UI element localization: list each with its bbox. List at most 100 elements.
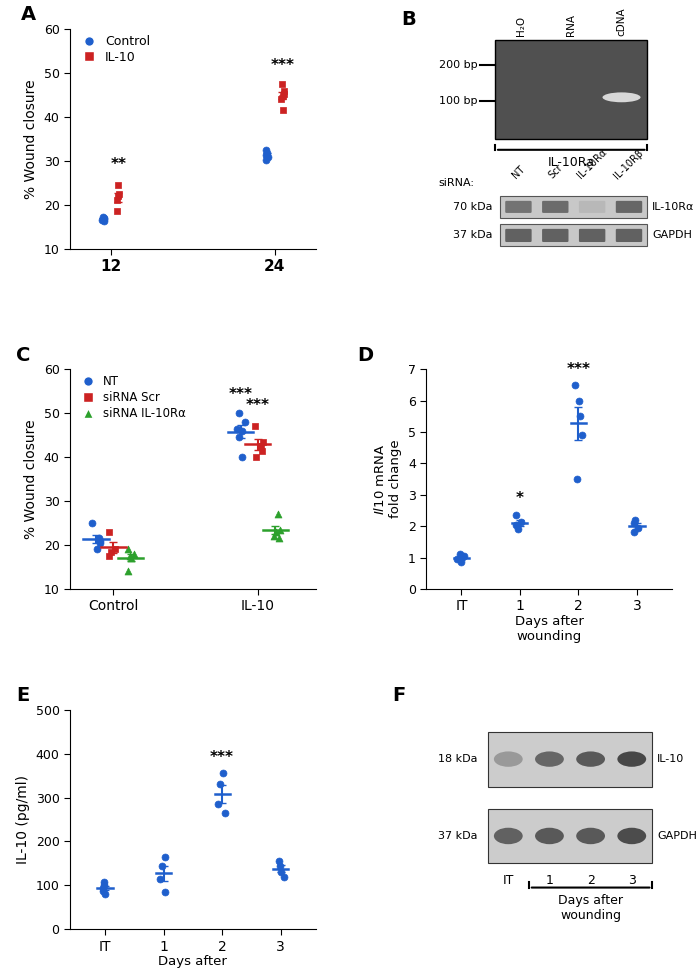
Ellipse shape — [494, 751, 523, 767]
Point — [157, 858, 168, 873]
Point — [510, 517, 522, 532]
Text: RNA: RNA — [566, 14, 576, 36]
Point — [272, 506, 283, 522]
Point — [94, 533, 106, 549]
Point — [113, 188, 124, 203]
Legend: Control, IL-10: Control, IL-10 — [76, 35, 150, 64]
Point — [129, 546, 140, 561]
X-axis label: Days after
wounding: Days after wounding — [158, 955, 228, 968]
Point — [98, 211, 109, 227]
Point — [629, 512, 641, 528]
Point — [99, 210, 110, 226]
Text: H₂O: H₂O — [516, 15, 526, 36]
FancyBboxPatch shape — [616, 228, 642, 242]
Point — [125, 548, 136, 563]
Ellipse shape — [617, 828, 646, 844]
Text: ***: *** — [210, 749, 234, 765]
Point — [113, 177, 124, 193]
Text: IL-10Rα: IL-10Rα — [652, 202, 694, 212]
Point — [237, 423, 248, 439]
Text: ***: *** — [229, 387, 253, 403]
Point — [455, 555, 466, 570]
Point — [218, 766, 229, 781]
FancyBboxPatch shape — [500, 196, 648, 218]
Point — [219, 805, 230, 821]
Point — [212, 797, 223, 812]
Point — [122, 542, 133, 558]
Text: IL-10Rβ: IL-10Rβ — [612, 147, 645, 181]
Legend: NT, siRNA Scr, siRNA IL-10Rα: NT, siRNA Scr, siRNA IL-10Rα — [76, 376, 186, 420]
Text: *: * — [516, 491, 524, 506]
Point — [249, 419, 260, 435]
Text: 37 kDa: 37 kDa — [453, 230, 493, 240]
Point — [97, 880, 108, 895]
Point — [278, 103, 289, 118]
Point — [274, 522, 285, 537]
Text: 2: 2 — [587, 874, 594, 888]
Point — [255, 439, 266, 454]
Point — [632, 520, 643, 535]
FancyBboxPatch shape — [579, 200, 606, 213]
Point — [97, 883, 108, 898]
Point — [98, 209, 109, 225]
Point — [94, 535, 106, 551]
Text: 18 kDa: 18 kDa — [438, 754, 478, 764]
Point — [214, 776, 225, 792]
Point — [279, 83, 290, 99]
Point — [234, 430, 245, 445]
Text: 3: 3 — [628, 874, 636, 888]
Point — [106, 544, 117, 560]
Text: NT: NT — [510, 165, 526, 181]
Text: ***: *** — [270, 58, 294, 73]
Text: E: E — [16, 686, 29, 705]
Point — [278, 869, 289, 885]
FancyBboxPatch shape — [616, 200, 642, 213]
Text: 200 bp: 200 bp — [440, 60, 478, 70]
Text: GAPDH: GAPDH — [657, 831, 697, 841]
Y-axis label: % Wound closure: % Wound closure — [24, 79, 38, 198]
Point — [257, 443, 268, 459]
Text: Days after
wounding: Days after wounding — [558, 894, 623, 923]
Point — [572, 471, 583, 487]
Point — [270, 524, 281, 539]
Point — [96, 212, 107, 227]
Point — [260, 142, 271, 158]
Text: 100 bp: 100 bp — [440, 96, 478, 106]
Point — [86, 515, 97, 530]
Point — [278, 88, 289, 104]
Point — [237, 449, 248, 465]
Point — [122, 563, 134, 579]
Point — [232, 421, 243, 437]
FancyBboxPatch shape — [505, 228, 531, 242]
Point — [160, 884, 171, 899]
Text: siRNA:: siRNA: — [439, 178, 475, 188]
Text: ***: *** — [246, 398, 270, 413]
Text: 37 kDa: 37 kDa — [438, 831, 478, 841]
Point — [574, 393, 585, 408]
Text: D: D — [358, 346, 374, 365]
Point — [260, 152, 272, 167]
Point — [512, 522, 524, 537]
Text: Scr: Scr — [546, 163, 564, 181]
Point — [577, 428, 588, 443]
FancyBboxPatch shape — [542, 228, 568, 242]
Point — [99, 214, 110, 229]
Y-axis label: % Wound closure: % Wound closure — [24, 419, 38, 539]
Point — [99, 878, 110, 893]
Ellipse shape — [603, 92, 641, 103]
Point — [452, 552, 463, 567]
Ellipse shape — [494, 828, 523, 844]
X-axis label: Days after
wounding: Days after wounding — [514, 615, 584, 643]
Text: 1: 1 — [545, 874, 554, 888]
Point — [250, 449, 261, 465]
Point — [276, 92, 287, 107]
Point — [113, 186, 125, 201]
Point — [274, 858, 286, 873]
Text: GAPDH: GAPDH — [652, 230, 692, 240]
Ellipse shape — [535, 751, 564, 767]
Point — [262, 145, 273, 161]
Point — [628, 515, 639, 530]
Point — [112, 203, 123, 219]
Point — [454, 547, 465, 562]
Point — [575, 408, 586, 424]
